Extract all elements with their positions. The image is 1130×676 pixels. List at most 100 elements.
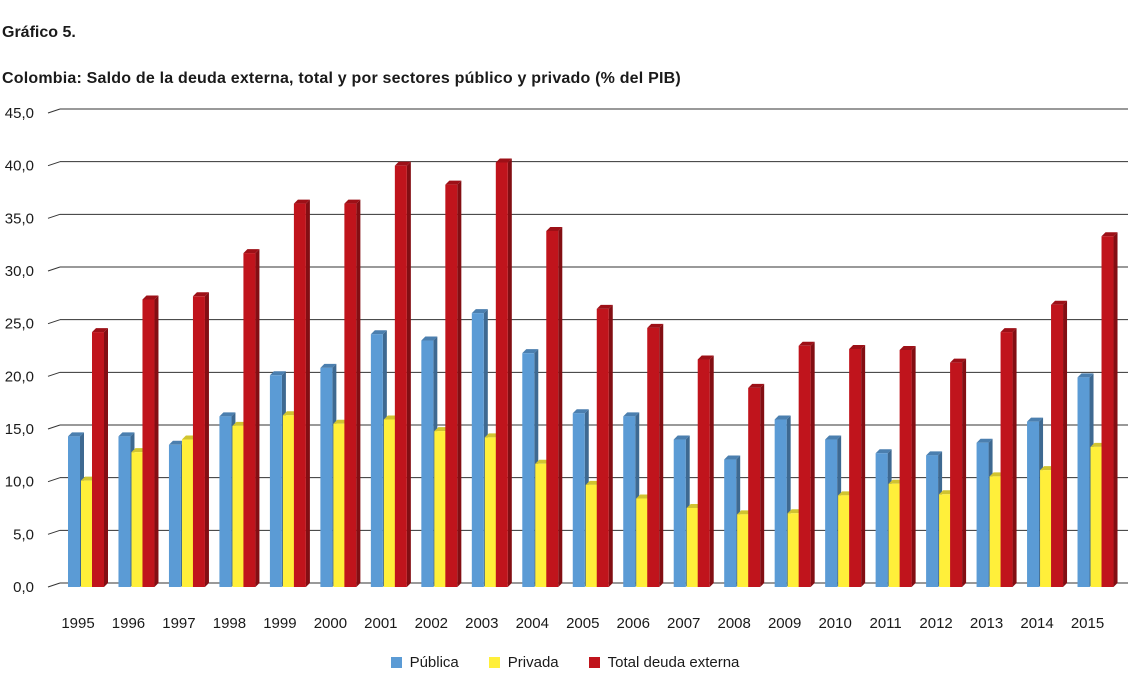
bar-top — [445, 180, 462, 185]
bar — [1040, 470, 1053, 587]
x-tick-label: 2011 — [869, 615, 901, 632]
x-tick-label: 2013 — [970, 615, 1003, 632]
bar — [1000, 332, 1013, 587]
bar-top — [1027, 417, 1044, 422]
bar-top — [118, 432, 135, 437]
legend-swatch-publica — [390, 657, 402, 668]
bar — [522, 353, 535, 587]
bar — [131, 452, 144, 587]
bar — [232, 425, 245, 587]
bar — [383, 419, 396, 587]
x-tick-label: 1995 — [61, 615, 94, 632]
bar — [875, 453, 888, 587]
bar — [926, 455, 939, 587]
bar — [888, 483, 901, 587]
y-tick-label: 20,0 — [5, 368, 34, 385]
legend-swatch-total — [588, 657, 600, 668]
bar — [737, 514, 750, 587]
bar — [647, 327, 660, 587]
bar-top — [219, 412, 236, 417]
bar-top — [673, 435, 690, 440]
bar-side — [1113, 232, 1118, 588]
bar-top — [320, 363, 337, 368]
bar — [370, 334, 383, 587]
bar — [596, 308, 609, 587]
bar — [838, 495, 851, 587]
bar-top — [546, 226, 563, 231]
y-tick-label: 15,0 — [5, 421, 34, 438]
bar — [320, 367, 333, 587]
bar-side — [962, 358, 967, 587]
bar — [1101, 236, 1114, 588]
bar-top — [825, 435, 842, 440]
bar — [686, 508, 699, 587]
bar — [181, 439, 194, 587]
bar — [142, 299, 155, 587]
bar — [269, 375, 282, 587]
bar-side — [457, 180, 462, 588]
bar — [282, 415, 295, 587]
bar-side — [154, 295, 159, 587]
bar — [899, 350, 912, 587]
legend: Pública Privada Total deuda externa — [0, 654, 1130, 671]
legend-label-privada: Privada — [507, 654, 559, 671]
bar-top — [798, 341, 815, 346]
bar-side — [810, 341, 815, 587]
bar — [495, 162, 508, 588]
grid-diag — [47, 319, 61, 325]
bar — [623, 416, 636, 587]
bar-top — [926, 451, 943, 456]
bar-top — [572, 409, 589, 414]
bar-top — [748, 383, 765, 388]
x-tick-label: 2002 — [415, 615, 448, 632]
grid-diag — [47, 582, 61, 588]
bar — [118, 436, 131, 587]
bar-top — [168, 440, 185, 445]
bar-top — [522, 349, 539, 354]
x-tick-label: 2005 — [566, 615, 599, 632]
x-tick-label: 2001 — [364, 615, 397, 632]
bar-top — [269, 371, 286, 376]
bar-side — [356, 199, 361, 587]
bar-top — [1051, 300, 1068, 305]
bar — [243, 253, 256, 588]
bar — [787, 513, 800, 587]
bar-side — [104, 328, 108, 587]
bar-top — [92, 328, 108, 333]
legend-label-total: Total deuda externa — [607, 654, 740, 671]
bar — [546, 230, 559, 587]
bar-top — [596, 304, 613, 309]
bar-side — [204, 292, 209, 587]
bar — [394, 165, 407, 587]
y-tick-label: 40,0 — [5, 158, 34, 175]
bar-top — [1000, 328, 1017, 333]
bar-top — [394, 161, 411, 166]
bar — [774, 419, 787, 587]
bar — [484, 437, 497, 587]
bar-side — [659, 323, 664, 587]
grid-diag — [47, 371, 61, 377]
y-tick-label: 5,0 — [13, 526, 34, 543]
x-tick-label: 2006 — [617, 615, 650, 632]
bar — [748, 387, 761, 587]
bar — [939, 494, 952, 587]
bar — [192, 296, 205, 587]
bar — [976, 442, 989, 587]
y-tick-label: 25,0 — [5, 316, 34, 333]
bar-side — [760, 383, 765, 587]
bar — [333, 423, 346, 587]
bar — [434, 431, 447, 587]
bar-side — [406, 161, 411, 587]
bar — [168, 444, 181, 587]
grid-diag — [47, 477, 61, 483]
bar — [421, 340, 434, 587]
x-tick-label: 2007 — [667, 615, 700, 632]
bar-top — [471, 309, 488, 314]
bar-top — [495, 158, 512, 163]
x-tick-label: 1996 — [112, 615, 145, 632]
grid-diag — [47, 424, 61, 430]
bar-side — [255, 249, 260, 588]
bar-side — [861, 344, 866, 587]
bar-side — [1012, 328, 1017, 587]
bar-top — [697, 355, 714, 360]
